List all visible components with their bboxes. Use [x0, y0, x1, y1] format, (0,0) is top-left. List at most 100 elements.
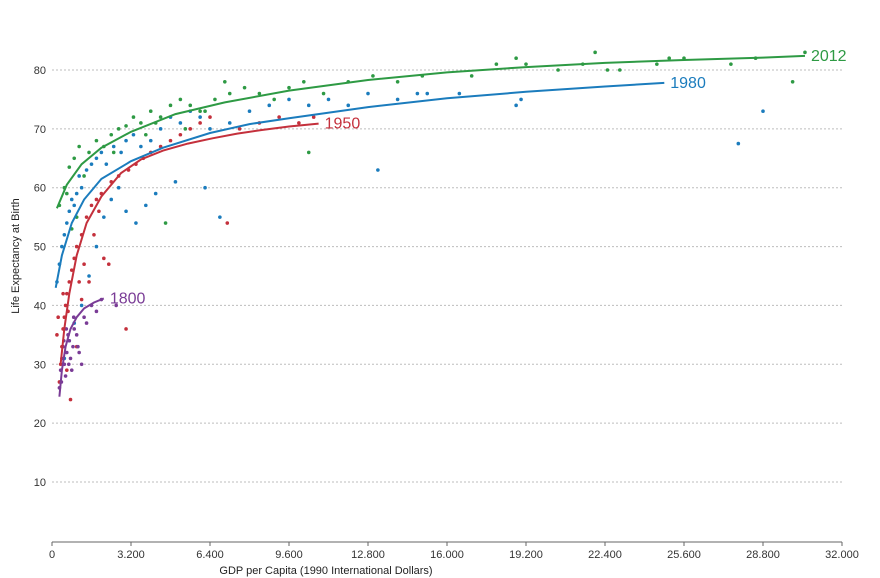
x-tick-label: 32.000 [825, 549, 859, 561]
trend-line-2012 [55, 54, 806, 209]
point-2012 [116, 127, 121, 131]
x-axis-ticks: 0 3.200 6.400 9.600 12.800 16.000 19.200 22.400… [49, 542, 859, 561]
point-1800 [71, 344, 75, 349]
point-1980 [94, 156, 99, 161]
point-1950 [65, 368, 69, 372]
point-2012 [198, 109, 202, 113]
point-2012 [667, 56, 671, 61]
point-2012 [144, 132, 148, 137]
x-tick-label: 9.600 [275, 549, 303, 561]
point-1800 [69, 368, 74, 372]
point-1950 [74, 244, 79, 249]
point-1980 [267, 103, 272, 108]
point-2012 [514, 56, 518, 61]
point-1980 [425, 91, 430, 96]
point-1980 [104, 162, 109, 166]
x-tick-label: 22.400 [588, 549, 622, 561]
point-1950 [82, 262, 86, 267]
point-1950 [237, 127, 242, 131]
point-1950 [198, 121, 202, 125]
point-1800 [68, 356, 73, 361]
point-1980 [134, 221, 138, 225]
point-1980 [62, 233, 67, 237]
point-1980 [376, 168, 380, 172]
point-1980 [218, 215, 222, 219]
point-1980 [69, 197, 74, 202]
point-1980 [111, 144, 116, 149]
point-2012 [371, 74, 375, 78]
data-points [55, 50, 807, 402]
point-2012 [77, 144, 81, 149]
point-1950 [208, 115, 212, 119]
point-1800 [72, 327, 77, 331]
x-tick-label: 12.800 [351, 549, 385, 561]
point-1800 [114, 303, 118, 308]
point-1800 [66, 362, 71, 367]
x-tick-label: 3.200 [117, 549, 145, 561]
point-1980 [153, 191, 158, 196]
point-1800 [79, 362, 84, 367]
point-1950 [63, 303, 68, 308]
point-2012 [203, 109, 207, 113]
point-1980 [519, 97, 523, 102]
point-1950 [87, 280, 91, 284]
point-1800 [82, 315, 86, 320]
series-label-1980: 1980 [670, 75, 706, 92]
trend-line-1950 [59, 122, 319, 365]
point-2012 [524, 62, 528, 66]
point-1950 [102, 256, 106, 261]
point-1950 [106, 262, 111, 267]
point-1980 [203, 185, 207, 190]
point-1800 [76, 344, 80, 349]
point-1980 [178, 121, 183, 125]
point-1950 [56, 315, 60, 320]
point-2012 [223, 79, 227, 84]
point-2012 [469, 74, 474, 78]
y-axis-ticks: 10 20 30 40 50 60 70 80 [34, 65, 46, 489]
point-1980 [72, 203, 77, 208]
point-1950 [79, 297, 84, 302]
point-1980 [144, 203, 148, 208]
point-1980 [198, 115, 202, 119]
x-tick-label: 19.200 [509, 549, 543, 561]
point-1980 [77, 174, 81, 178]
y-tick-label: 50 [34, 242, 46, 254]
point-1950 [69, 268, 74, 272]
y-tick-label: 60 [34, 183, 46, 195]
point-2012 [618, 68, 622, 72]
point-2012 [67, 165, 72, 169]
point-1950 [61, 291, 65, 296]
point-1950 [77, 280, 81, 284]
point-2012 [183, 127, 188, 131]
point-1980 [395, 97, 400, 102]
point-2012 [65, 191, 69, 196]
point-1950 [94, 197, 99, 202]
point-1950 [67, 280, 72, 284]
point-1980 [109, 197, 114, 202]
y-tick-label: 10 [34, 477, 46, 489]
point-1800 [63, 374, 68, 378]
y-tick-label: 80 [34, 65, 46, 77]
point-1950 [97, 209, 101, 214]
x-tick-label: 0 [49, 549, 55, 561]
point-1980 [208, 127, 212, 131]
series-label-1950: 1950 [325, 116, 361, 133]
point-1950 [277, 115, 281, 119]
point-2012 [494, 62, 499, 66]
series-label-1800: 1800 [110, 290, 146, 307]
point-2012 [729, 62, 733, 66]
point-2012 [178, 97, 183, 102]
point-1980 [457, 91, 462, 96]
trend-line-1980 [54, 81, 665, 288]
point-2012 [306, 150, 311, 155]
point-1950 [225, 221, 230, 225]
point-1800 [71, 315, 76, 320]
point-1980 [67, 209, 72, 214]
point-2012 [556, 68, 560, 72]
point-1980 [79, 185, 84, 190]
point-1950 [297, 121, 301, 125]
point-1980 [514, 103, 518, 108]
series-labels: 2012 1980 1950 1800 [110, 48, 847, 307]
point-1950 [168, 138, 173, 143]
